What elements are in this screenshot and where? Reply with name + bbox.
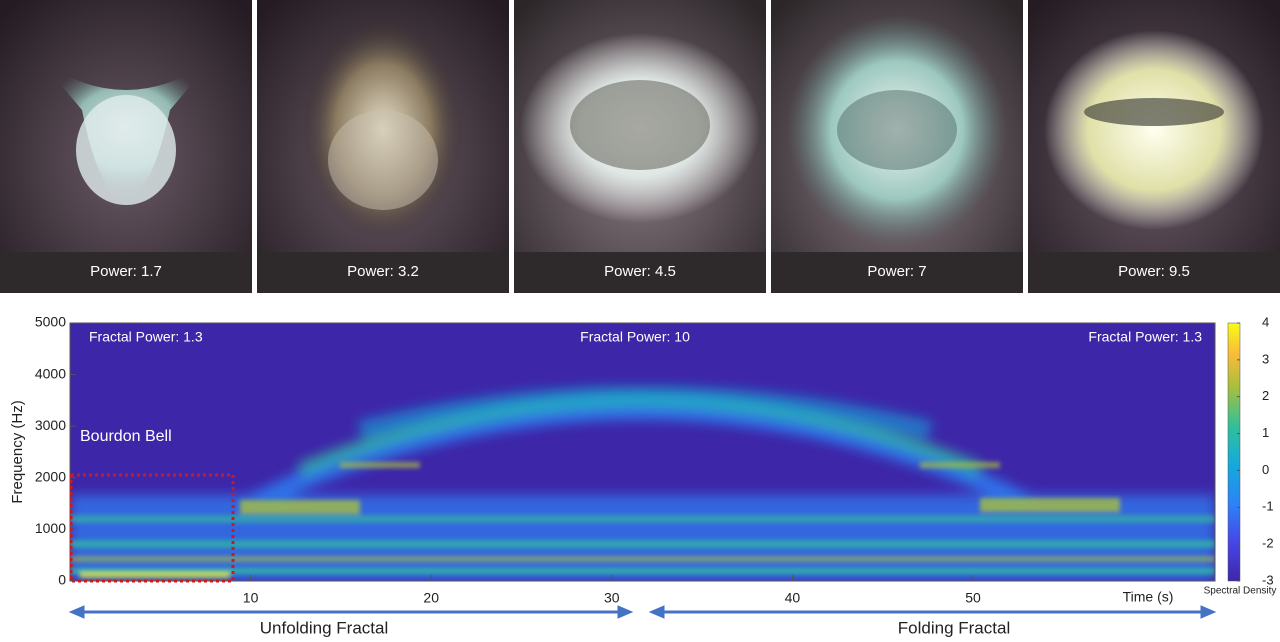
fractal-panel: Power: 9.5: [1028, 0, 1280, 293]
colorbar-tick-label: 2: [1262, 388, 1269, 403]
arrow-label: Folding Fractal: [898, 618, 1010, 637]
panel-caption: Power: 7: [867, 263, 926, 280]
x-tick-label: 10: [243, 590, 259, 606]
y-axis-label: Frequency (Hz): [9, 400, 26, 503]
colorbar-tick-label: -2: [1262, 536, 1274, 551]
y-tick-label: 4000: [35, 365, 66, 381]
x-tick-label: 20: [423, 590, 439, 606]
colorbar: [1227, 322, 1241, 582]
colorbar-tick-label: -3: [1262, 572, 1274, 587]
colorbar-label: Spectral Density: [1204, 586, 1277, 597]
x-axis-label: Time (s): [1123, 589, 1174, 605]
panel-caption: Power: 4.5: [604, 263, 676, 280]
x-tick-label: 50: [965, 590, 981, 606]
annotation: Fractal Power: 10: [580, 329, 690, 345]
y-tick-label: 5000: [35, 314, 66, 330]
annotation: Bourdon Bell: [80, 428, 172, 445]
arrow: [68, 605, 1217, 619]
colorbar-tick-label: 3: [1262, 351, 1269, 366]
x-tick-label: 40: [785, 590, 801, 606]
fractal-panel: Power: 1.7: [0, 0, 252, 293]
y-tick-label: 1000: [35, 520, 66, 536]
colorbar-tick-label: 4: [1262, 314, 1269, 329]
colorbar-tick-label: -1: [1262, 499, 1274, 514]
arrow-label: Unfolding Fractal: [260, 618, 389, 637]
y-tick-label: 3000: [35, 417, 66, 433]
highlight-box: [69, 473, 235, 583]
colorbar-tick-label: 1: [1262, 425, 1269, 440]
annotation: Fractal Power: 1.3: [89, 329, 203, 345]
panel-caption: Power: 9.5: [1118, 263, 1190, 280]
panel-caption: Power: 3.2: [347, 263, 419, 280]
fractal-panel: Power: 3.2: [257, 0, 509, 293]
x-tick-label: 30: [604, 590, 620, 606]
annotation: Fractal Power: 1.3: [1088, 329, 1202, 345]
colorbar-tick-label: 0: [1262, 462, 1269, 477]
plot-frame: [69, 322, 1216, 582]
fractal-panel: Power: 4.5: [514, 0, 766, 293]
y-tick-label: 0: [58, 572, 66, 588]
y-tick-label: 2000: [35, 469, 66, 485]
panel-caption: Power: 1.7: [90, 263, 162, 280]
spectrogram: [70, 323, 1215, 581]
fractal-panel: Power: 7: [771, 0, 1023, 293]
